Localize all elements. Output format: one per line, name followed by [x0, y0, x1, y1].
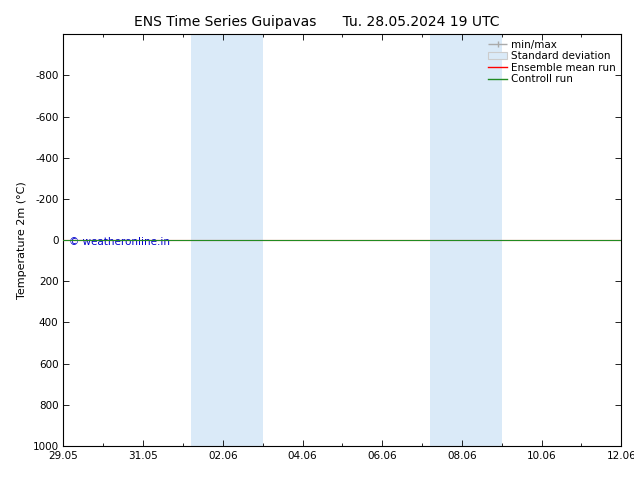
Legend: min/max, Standard deviation, Ensemble mean run, Controll run: min/max, Standard deviation, Ensemble me…: [486, 37, 618, 86]
Text: © weatheronline.in: © weatheronline.in: [69, 237, 170, 247]
Bar: [191, 34, 262, 446]
Text: ENS Time Series Guipavas      Tu. 28.05.2024 19 UTC: ENS Time Series Guipavas Tu. 28.05.2024 …: [134, 15, 500, 29]
Bar: [430, 34, 501, 446]
Y-axis label: Temperature 2m (°C): Temperature 2m (°C): [17, 181, 27, 299]
